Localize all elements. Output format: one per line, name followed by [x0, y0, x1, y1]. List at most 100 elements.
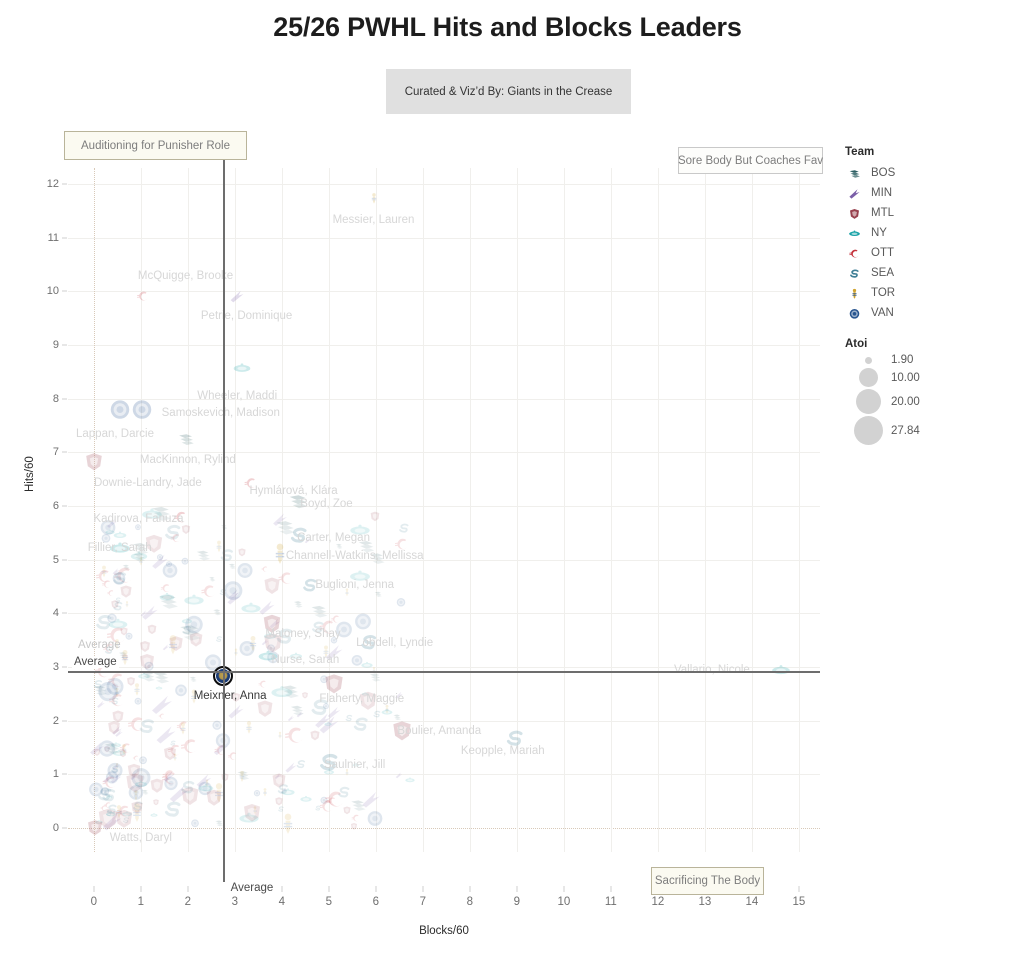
data-point — [295, 706, 305, 718]
gridline-vertical — [375, 168, 377, 852]
legend-team-code: MTL — [871, 207, 894, 219]
data-point — [276, 801, 286, 812]
data-point — [211, 605, 223, 617]
gridline-horizontal — [68, 291, 820, 293]
data-point — [277, 679, 302, 704]
data-point — [125, 780, 148, 803]
data-point — [341, 803, 353, 815]
data-point — [109, 567, 131, 589]
data-point — [204, 778, 233, 807]
gridline-horizontal — [68, 774, 820, 776]
gridline-horizontal — [68, 398, 820, 400]
data-point-label: Boyd, Zoe — [300, 498, 353, 511]
data-point — [109, 706, 127, 724]
x-tick-label: 4 — [278, 896, 286, 908]
x-tick-label: 6 — [372, 896, 380, 908]
data-point-label: Kadirova, Fanuza — [93, 513, 184, 526]
data-point — [123, 798, 150, 825]
size-bubble-cell — [845, 389, 891, 414]
data-point — [175, 617, 206, 648]
data-point — [102, 741, 111, 753]
data-point-label: Wheeler, Maddi — [197, 390, 278, 402]
y-tick-label: 12 — [46, 178, 59, 191]
data-point — [121, 768, 150, 797]
data-point-label: Lappan, Darcie — [76, 427, 154, 440]
legend-item-mtl[interactable]: MTL — [845, 203, 1010, 223]
data-point — [116, 739, 134, 757]
data-point — [211, 741, 230, 760]
x-tick-label: 13 — [698, 896, 712, 908]
legend-item-ny[interactable]: NY — [845, 223, 1010, 243]
data-point — [158, 558, 181, 581]
data-point — [155, 680, 164, 690]
data-point — [109, 597, 121, 609]
data-point — [260, 561, 270, 573]
data-point — [111, 758, 121, 770]
data-point — [113, 726, 124, 738]
data-point — [93, 676, 123, 706]
data-point — [286, 710, 295, 722]
data-point — [155, 548, 164, 560]
x-tick-mark — [422, 886, 424, 892]
data-point — [137, 638, 154, 655]
data-point — [103, 768, 122, 787]
y-tick-label: 3 — [52, 660, 59, 673]
legend-size-item: 10.00 — [845, 368, 1010, 387]
y-tick-mark — [62, 827, 67, 829]
data-point — [160, 767, 176, 783]
gridline-vertical — [234, 168, 236, 852]
average-blocks-reference-line — [222, 144, 225, 882]
data-point — [176, 776, 199, 799]
data-point — [109, 738, 123, 752]
data-point — [104, 758, 128, 782]
legend-item-min[interactable]: MIN — [845, 183, 1010, 203]
data-point — [133, 693, 144, 705]
data-point — [233, 768, 250, 785]
data-point — [90, 680, 109, 699]
legend-item-bos[interactable]: BOS — [845, 163, 1010, 183]
data-point-label: Flaherty, Maggie — [319, 693, 405, 706]
gridline-horizontal — [68, 613, 820, 615]
data-point — [128, 680, 147, 699]
data-point — [283, 759, 299, 775]
data-point — [396, 520, 413, 537]
data-point — [172, 681, 190, 699]
data-point — [104, 526, 117, 539]
data-point — [120, 812, 130, 823]
data-point — [106, 586, 117, 597]
data-point — [104, 808, 118, 822]
data-point — [110, 745, 127, 762]
data-point — [101, 737, 123, 759]
x-tick-label: 11 — [604, 896, 617, 908]
legend-item-sea[interactable]: SEA — [845, 263, 1010, 283]
legend-size-title: Atoi — [845, 338, 868, 350]
data-point-label: Meixner, Anna — [193, 690, 267, 703]
data-point-label: Keopple, Mariah — [460, 745, 545, 758]
tor-logo-icon — [845, 285, 863, 301]
data-point — [92, 564, 115, 587]
gridline-vertical — [281, 168, 283, 852]
y-tick-mark — [62, 451, 67, 453]
data-point — [272, 794, 284, 806]
data-point-label: Hymlárová, Klára — [249, 484, 338, 497]
legend-item-van[interactable]: VAN — [845, 303, 1010, 323]
data-point — [104, 718, 123, 737]
gridline-vertical — [751, 168, 753, 852]
legend-size-value: 10.00 — [891, 371, 920, 384]
data-point — [95, 697, 106, 708]
x-tick-label: 14 — [745, 896, 759, 908]
y-tick-mark — [62, 773, 67, 775]
data-point — [86, 738, 107, 759]
data-point — [117, 582, 135, 600]
y-tick-label: 2 — [52, 714, 59, 727]
data-point — [110, 685, 124, 699]
data-point — [256, 678, 269, 691]
legend-item-ott[interactable]: OTT — [845, 243, 1010, 263]
data-point — [128, 798, 146, 816]
legend-item-tor[interactable]: TOR — [845, 283, 1010, 303]
data-point — [294, 757, 309, 772]
min-logo-icon — [845, 185, 863, 201]
data-point — [99, 771, 121, 793]
sea-logo-icon — [845, 265, 863, 281]
annotation-auditioning: Auditioning for Punisher Role — [64, 131, 247, 160]
